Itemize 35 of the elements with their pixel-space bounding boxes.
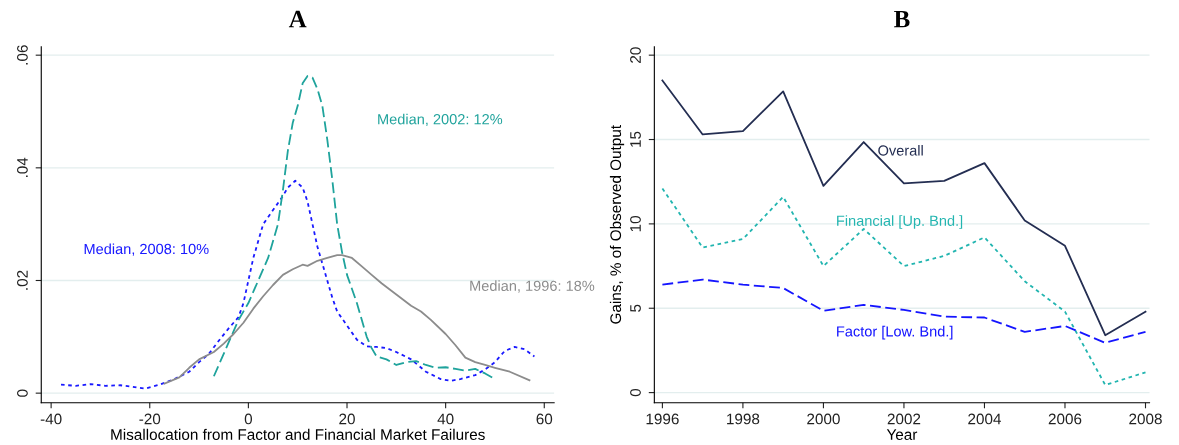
x-axis-title: Misallocation from Factor and Financial Market Failures (111, 428, 485, 440)
x-tick-label: 1998 (727, 413, 760, 425)
x-axis-title: Year (886, 429, 918, 440)
chart-title: B (894, 10, 910, 28)
x-tick-label: -40 (40, 413, 62, 425)
x-tick-label: 2000 (807, 413, 840, 425)
x-tick-label: 20 (339, 413, 355, 425)
y-tick-label: 10 (630, 215, 641, 232)
line-series (661, 187, 1147, 386)
chart-title: A (288, 10, 307, 28)
y-tick-label: 5 (630, 304, 641, 312)
y-tick-label: 15 (630, 131, 641, 147)
y-tick-label: .06 (17, 45, 28, 65)
y-tick-label: 0 (630, 388, 641, 397)
x-tick-label: 0 (244, 413, 253, 425)
series-label: Factor [Low. Bnd.] (837, 325, 953, 340)
x-tick-label: 2008 (1129, 413, 1162, 425)
x-tick-label: 60 (536, 413, 553, 425)
x-tick-label: 1996 (646, 413, 679, 425)
y-tick-label: 20 (630, 47, 641, 63)
x-tick-label: 2006 (1048, 413, 1082, 425)
y-axis-title: Gains, % of Observed Output (609, 125, 625, 324)
text: Median, 2008: 10% (84, 243, 209, 256)
series-label: Overall (878, 144, 923, 156)
x-tick-label: 2004 (968, 413, 1002, 425)
x-tick-label: 40 (437, 413, 454, 425)
x-tick-label: 2002 (887, 413, 921, 425)
series-label: Financial [Up. Bnd.] (837, 215, 963, 229)
text: Median, 1996: 18% (470, 280, 595, 293)
text: Median, 2002: 12% (378, 113, 503, 127)
line-series (661, 278, 1147, 344)
y-tick-label: .02 (17, 270, 28, 290)
y-tick-label: .04 (17, 157, 28, 178)
x-tick-label: -20 (139, 413, 161, 425)
y-tick-label: 0 (17, 389, 28, 397)
